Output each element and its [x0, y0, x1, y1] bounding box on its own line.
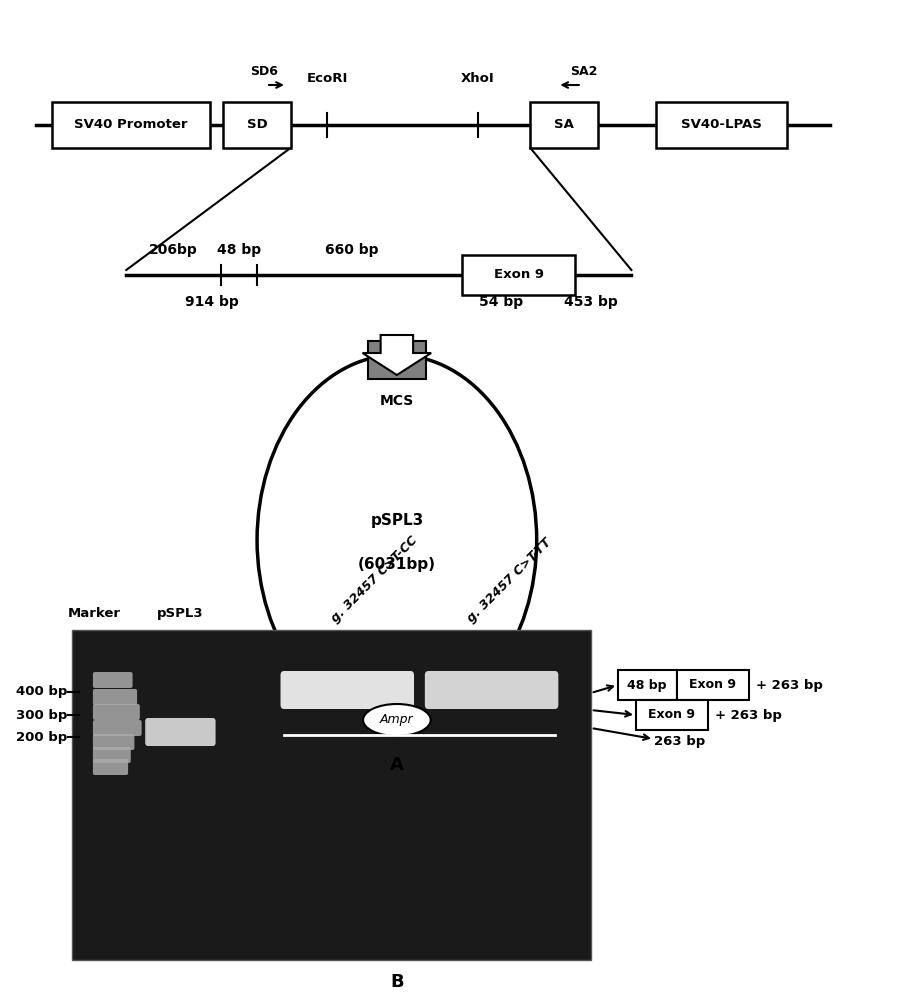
FancyBboxPatch shape — [657, 102, 787, 148]
Text: 206bp: 206bp — [149, 243, 198, 257]
Ellipse shape — [363, 704, 431, 736]
Text: MCS: MCS — [380, 394, 414, 408]
Text: SD: SD — [246, 118, 268, 131]
Text: SV40-LPAS: SV40-LPAS — [681, 118, 762, 131]
Text: SA2: SA2 — [570, 65, 597, 78]
Ellipse shape — [257, 355, 537, 725]
Text: 263 bp: 263 bp — [654, 736, 705, 748]
FancyBboxPatch shape — [636, 700, 708, 730]
Text: Exon 9: Exon 9 — [689, 678, 736, 692]
Text: SV40 Promoter: SV40 Promoter — [74, 118, 188, 131]
FancyBboxPatch shape — [425, 671, 558, 709]
FancyBboxPatch shape — [93, 689, 137, 705]
Text: 400 bp: 400 bp — [16, 686, 68, 698]
Text: B: B — [390, 973, 404, 991]
Text: 48 bp: 48 bp — [628, 678, 667, 692]
Text: (6031bp): (6031bp) — [358, 558, 436, 572]
Text: XhoI: XhoI — [461, 72, 495, 85]
FancyBboxPatch shape — [530, 102, 597, 148]
Polygon shape — [363, 335, 431, 375]
FancyBboxPatch shape — [72, 630, 591, 960]
Text: Marker: Marker — [69, 607, 121, 620]
FancyBboxPatch shape — [93, 747, 131, 763]
FancyBboxPatch shape — [51, 102, 209, 148]
Text: pSPL3: pSPL3 — [370, 512, 424, 527]
Text: 453 bp: 453 bp — [564, 295, 618, 309]
Text: + 263 bp: + 263 bp — [756, 678, 823, 692]
FancyBboxPatch shape — [93, 704, 140, 720]
FancyBboxPatch shape — [223, 102, 290, 148]
Text: 200 bp: 200 bp — [16, 730, 68, 744]
Text: SA: SA — [554, 118, 574, 131]
Text: g. 32457 C>T-TT: g. 32457 C>T-TT — [465, 536, 554, 625]
Text: Ampr: Ampr — [380, 714, 414, 726]
FancyBboxPatch shape — [281, 671, 414, 709]
FancyBboxPatch shape — [93, 734, 134, 750]
Text: Exon 9: Exon 9 — [493, 268, 544, 282]
Text: A: A — [390, 756, 404, 774]
FancyBboxPatch shape — [368, 341, 426, 379]
FancyBboxPatch shape — [462, 255, 575, 295]
FancyBboxPatch shape — [93, 759, 128, 775]
Text: SD6: SD6 — [251, 65, 278, 78]
Text: 300 bp: 300 bp — [16, 708, 68, 722]
Text: 660 bp: 660 bp — [325, 243, 379, 257]
Text: pSPL3: pSPL3 — [157, 607, 204, 620]
Text: Exon 9: Exon 9 — [649, 708, 695, 722]
Text: 48 bp: 48 bp — [217, 243, 261, 257]
Text: 54 bp: 54 bp — [480, 295, 523, 309]
FancyBboxPatch shape — [676, 670, 749, 700]
Text: 914 bp: 914 bp — [185, 295, 239, 309]
FancyBboxPatch shape — [93, 672, 133, 688]
FancyBboxPatch shape — [618, 670, 676, 700]
FancyBboxPatch shape — [145, 718, 216, 746]
FancyBboxPatch shape — [93, 720, 142, 736]
Text: + 263 bp: + 263 bp — [715, 708, 782, 722]
Text: g. 32457 C>T-CC: g. 32457 C>T-CC — [329, 534, 420, 625]
Text: EcoRI: EcoRI — [307, 72, 348, 85]
